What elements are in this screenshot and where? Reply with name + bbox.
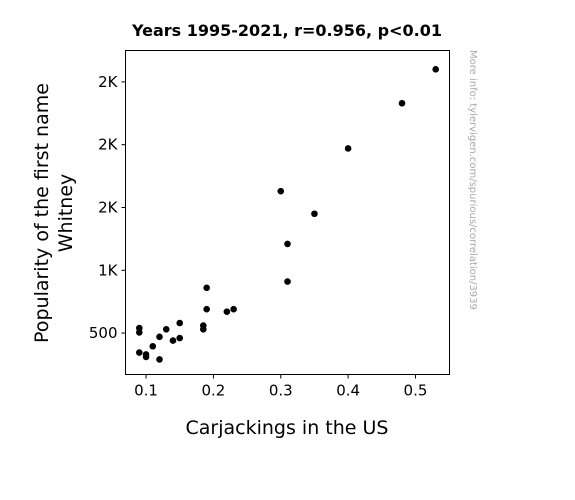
data-point (162, 325, 170, 333)
data-point (284, 278, 291, 285)
x-tick-label: 0.2 (201, 382, 225, 400)
y-tick-label: 500 (89, 324, 118, 342)
y-axis-label-line-2: Whitney (55, 174, 77, 253)
y-tick-label: 2K (98, 198, 119, 216)
plot-area-frame (125, 50, 450, 375)
x-tick-label: 0.5 (404, 382, 428, 400)
chart-title: Years 1995-2021, r=0.956, p<0.01 (131, 21, 442, 40)
data-point (200, 325, 207, 333)
y-axis-label-line-1: Popularity of the first name (31, 83, 53, 343)
data-point (398, 99, 406, 107)
x-tick-label: 0.4 (336, 382, 360, 400)
data-point (432, 66, 439, 73)
data-point (203, 305, 210, 313)
data-point (156, 356, 163, 363)
data-point (284, 240, 291, 248)
data-point (136, 349, 143, 356)
watermark-text: More info: tylervigen.com/spurious/corre… (467, 50, 478, 310)
x-axis-ticks: 0.1 0.2 0.3 0.4 0.5 (134, 374, 428, 400)
data-point (176, 334, 184, 342)
data-point (149, 342, 157, 350)
data-point (136, 329, 143, 336)
data-point (142, 353, 150, 361)
y-axis-ticks: 500 1K 2K 2K 2K (89, 73, 126, 342)
data-point (203, 284, 210, 292)
data-point (230, 305, 237, 313)
y-axis-label: Popularity of the first name Whitney (31, 83, 77, 343)
data-point (311, 210, 318, 218)
x-tick-label: 0.3 (269, 382, 293, 400)
data-point (223, 308, 231, 316)
data-point (169, 337, 177, 344)
data-point (277, 187, 285, 195)
data-point (176, 319, 184, 327)
data-point (344, 145, 352, 152)
x-tick-label: 0.1 (134, 382, 158, 400)
x-axis-label: Carjackings in the US (186, 417, 389, 439)
data-point (156, 333, 163, 341)
data-points (136, 66, 439, 363)
y-tick-label: 2K (98, 73, 119, 91)
y-tick-label: 1K (98, 261, 119, 279)
y-tick-label: 2K (98, 136, 119, 154)
